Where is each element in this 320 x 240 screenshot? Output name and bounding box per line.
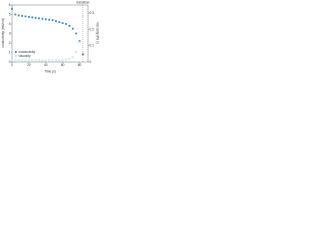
legend-marker xyxy=(14,54,17,58)
data-point xyxy=(82,53,84,56)
data-point xyxy=(14,13,17,16)
x-tick-label: 60 xyxy=(61,63,65,67)
y-axis-label: conductivity (mS/cm) xyxy=(1,18,5,48)
data-point xyxy=(48,59,51,62)
data-point xyxy=(78,41,81,44)
data-point xyxy=(21,15,24,17)
data-point xyxy=(71,27,74,30)
data-point xyxy=(34,59,37,62)
data-point xyxy=(58,21,61,23)
data-point xyxy=(17,14,20,17)
y-tick-label: 4 xyxy=(9,22,11,26)
data-point xyxy=(61,59,64,62)
chart: Time (s) conductivity (mS/cm) viscosity … xyxy=(1,0,100,73)
data-point xyxy=(41,59,44,62)
data-point xyxy=(54,59,58,62)
data-point xyxy=(17,59,20,62)
data-point xyxy=(11,7,13,10)
y2-tick-label: 0.3 xyxy=(90,11,95,15)
data-point xyxy=(58,59,61,62)
page: {"chart_data": {"type": "line", "x_label… xyxy=(0,0,100,75)
y2-tick-label: 0.2 xyxy=(90,27,95,31)
data-point xyxy=(24,59,27,62)
data-point xyxy=(44,18,47,21)
data-point xyxy=(14,59,17,62)
x-tick-label: 20 xyxy=(27,63,31,67)
data-point xyxy=(38,17,40,20)
y-tick-label: 1 xyxy=(9,50,11,54)
data-point xyxy=(68,25,71,27)
data-point xyxy=(65,23,67,25)
data-point xyxy=(51,19,54,22)
data-point xyxy=(81,15,85,18)
data-point xyxy=(71,56,74,59)
data-point xyxy=(34,16,37,19)
y-tick-label: 0 xyxy=(9,60,11,64)
data-point xyxy=(24,15,27,18)
annotation: transition xyxy=(76,0,89,4)
y-tick-label: 5 xyxy=(9,12,11,16)
data-point xyxy=(41,17,44,20)
data-point xyxy=(44,59,47,62)
data-point xyxy=(21,59,24,62)
y-tick-label: 3 xyxy=(9,31,11,35)
data-point xyxy=(27,59,30,62)
data-point xyxy=(75,32,78,35)
x-tick-label: 0 xyxy=(11,63,13,67)
data-point xyxy=(31,59,34,62)
y2-tick-label: 0.1 xyxy=(90,44,95,48)
data-point xyxy=(78,40,81,42)
data-point xyxy=(61,22,64,24)
data-point xyxy=(27,15,30,18)
legend-label: conductivity xyxy=(19,50,36,54)
data-point xyxy=(48,18,51,21)
y-tick-label: 6 xyxy=(9,3,11,7)
data-point xyxy=(51,59,54,62)
y2-axis-label: viscosity (Pa s) xyxy=(96,22,100,43)
data-point xyxy=(75,51,78,54)
data-point xyxy=(68,57,71,60)
y-tick-label: 2 xyxy=(9,41,11,45)
data-point xyxy=(10,59,14,62)
x-axis-label: Time (s) xyxy=(44,69,56,73)
data-point xyxy=(31,16,34,19)
x-tick-label: 80 xyxy=(78,63,82,67)
x-tick-label: 40 xyxy=(44,63,48,67)
legend-label: viscosity xyxy=(19,54,31,58)
y2-tick-label: 0 xyxy=(90,60,92,64)
legend-marker xyxy=(15,51,17,53)
data-point xyxy=(64,58,68,61)
data-point xyxy=(55,20,57,23)
data-point xyxy=(37,59,41,62)
